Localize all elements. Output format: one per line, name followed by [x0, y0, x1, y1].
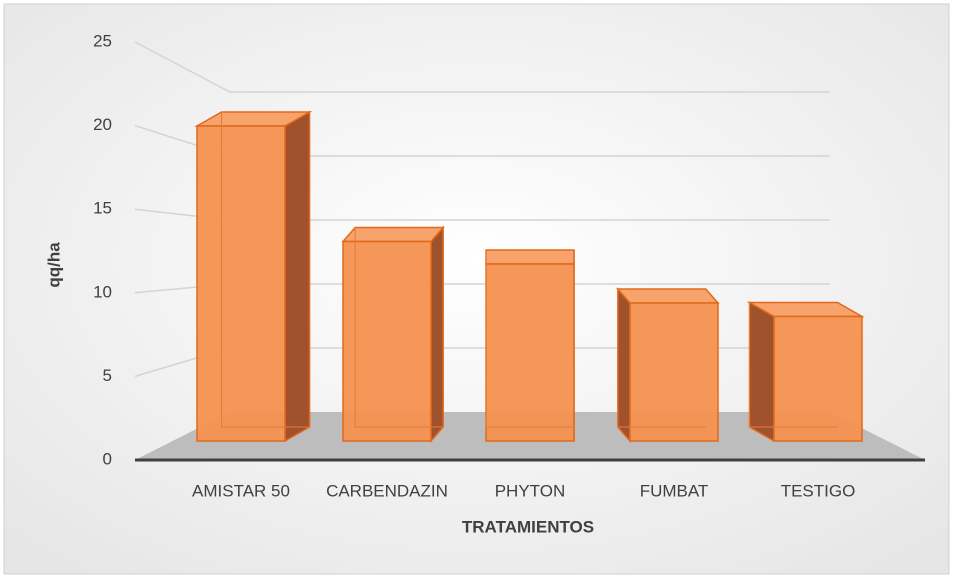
y-tick-label: 20: [93, 115, 112, 134]
bar-edge: [485, 250, 574, 428]
x-tick-label: PHYTON: [495, 481, 566, 500]
bar: [194, 110, 313, 443]
bar-top: [341, 226, 445, 243]
bar-front: [196, 125, 286, 442]
bar: [485, 249, 575, 442]
bar-side: [748, 301, 775, 443]
y-tick-label: 5: [103, 366, 112, 385]
bar-front: [629, 302, 719, 442]
bar-side: [617, 287, 631, 443]
y-tick-label: 10: [93, 282, 112, 301]
bar-front: [342, 240, 432, 442]
bar: [341, 225, 445, 444]
y-axis-title: qq/ha: [44, 242, 63, 288]
x-tick-label: AMISTAR 50: [192, 481, 290, 500]
x-axis-title: TRATAMIENTOS: [462, 517, 594, 536]
y-tick-label: 15: [93, 199, 112, 218]
bar-side: [430, 225, 444, 444]
bar-edge: [749, 302, 838, 428]
x-tick-label: FUMBAT: [640, 481, 709, 500]
bar: [616, 287, 720, 443]
chart-background: [3, 3, 950, 575]
bar-side: [284, 110, 311, 443]
y-tick-label: 0: [103, 449, 112, 468]
y-tick-label: 25: [93, 31, 112, 50]
bar-edge: [617, 289, 706, 428]
bar-top: [485, 249, 575, 265]
x-tick-label: CARBENDAZIN: [326, 481, 448, 500]
grid-line: [134, 41, 830, 93]
bar: [746, 301, 865, 443]
bar-front: [773, 315, 863, 442]
bar-edge: [354, 227, 444, 428]
x-tick-label: TESTIGO: [781, 481, 856, 500]
bar-top: [616, 288, 720, 304]
bar-edge: [221, 112, 310, 428]
bar-front: [485, 263, 575, 442]
